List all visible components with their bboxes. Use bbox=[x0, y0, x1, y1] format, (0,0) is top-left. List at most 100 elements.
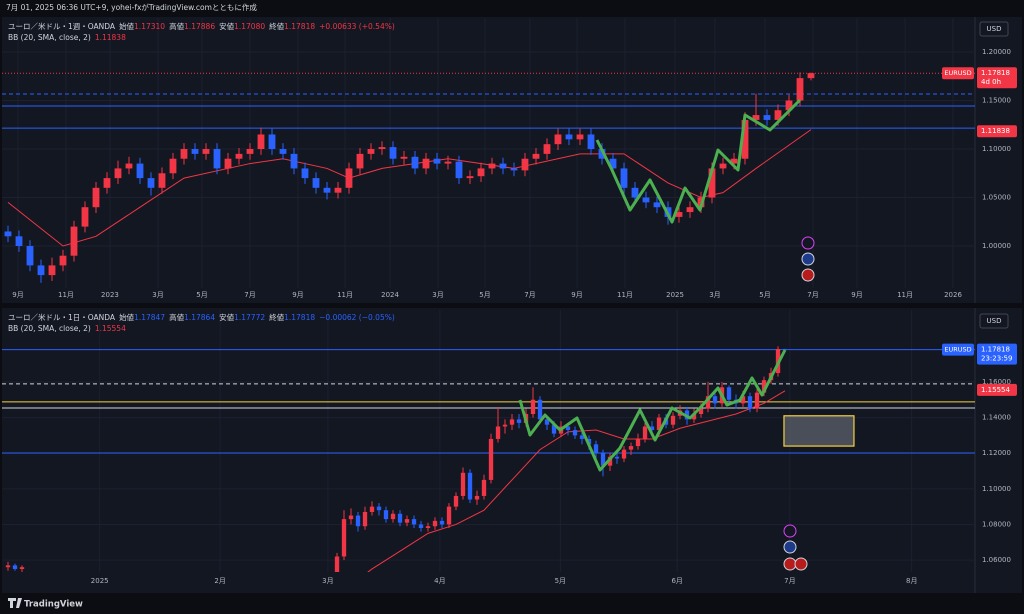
legend-label: 高値 bbox=[169, 21, 184, 31]
candle-body bbox=[467, 472, 473, 500]
candle-body bbox=[554, 134, 562, 145]
candle-body bbox=[656, 417, 662, 431]
candle-body bbox=[453, 495, 459, 507]
legend-label: 始値 bbox=[119, 312, 134, 322]
x-tick-label: 9月 bbox=[292, 291, 303, 299]
candle-body bbox=[642, 197, 650, 203]
candle-body bbox=[279, 149, 287, 154]
indicator: BB (20, SMA, close, 2) bbox=[8, 33, 91, 42]
candle-body bbox=[600, 453, 606, 466]
symbol-tag-label: EURUSD bbox=[944, 346, 971, 354]
candle-body bbox=[502, 424, 508, 427]
legend-value: 1.17864 bbox=[184, 313, 215, 322]
candle-body bbox=[439, 520, 445, 525]
icon bbox=[801, 236, 815, 250]
candle-body bbox=[565, 134, 573, 140]
x-tick-label: 3月 bbox=[709, 291, 720, 299]
countdown: 23:23:59 bbox=[981, 355, 1012, 363]
candle-body bbox=[587, 134, 595, 150]
panel bbox=[2, 17, 1022, 303]
x-tick-label: 6月 bbox=[671, 577, 682, 585]
plot-area bbox=[2, 18, 975, 288]
candle-body bbox=[418, 524, 424, 529]
candle-body bbox=[785, 100, 793, 111]
x-tick-label: 9月 bbox=[851, 291, 862, 299]
candle-body bbox=[796, 78, 804, 101]
bb-tag bbox=[977, 125, 1017, 138]
candle-body bbox=[147, 178, 155, 188]
candle-body bbox=[362, 511, 368, 527]
candle-body bbox=[202, 149, 210, 154]
candle-body bbox=[543, 144, 551, 154]
candle-body bbox=[509, 419, 515, 425]
candle-body bbox=[614, 456, 620, 459]
candle-body bbox=[488, 163, 496, 169]
indicator-value: 1.11838 bbox=[95, 33, 126, 42]
candle-body bbox=[70, 226, 78, 256]
x-tick-label: 5月 bbox=[479, 291, 490, 299]
candle-body bbox=[4, 231, 12, 237]
y-tick-label: 1.20000 bbox=[982, 48, 1011, 56]
candle-body bbox=[158, 173, 166, 188]
candle-body bbox=[389, 147, 397, 159]
candle-body bbox=[807, 73, 815, 79]
candle-body bbox=[369, 506, 375, 512]
candle-body bbox=[740, 396, 746, 404]
candle-body bbox=[383, 510, 389, 520]
price-tag-label: 1.17818 bbox=[981, 69, 1010, 77]
legend-label: 安値 bbox=[219, 21, 234, 31]
candle-body bbox=[12, 565, 18, 569]
y-tick-label: 1.10000 bbox=[982, 145, 1011, 153]
candle-body bbox=[290, 153, 298, 169]
candle-body bbox=[444, 161, 452, 164]
candle-body bbox=[598, 149, 606, 159]
indicator-line: BB (20, SMA, close, 2) 1.11838 bbox=[8, 33, 126, 42]
candle-body bbox=[763, 115, 771, 120]
candle-body bbox=[246, 149, 254, 154]
candle-body bbox=[125, 163, 133, 169]
candle-body bbox=[705, 396, 711, 409]
candle-body bbox=[609, 158, 617, 169]
legend-label: 高値 bbox=[169, 312, 184, 322]
candle-body bbox=[466, 176, 474, 179]
icon bbox=[801, 268, 815, 282]
candle-body bbox=[411, 519, 417, 525]
candle-body bbox=[312, 178, 320, 188]
candle-body bbox=[5, 565, 11, 568]
symbol: ユーロ／米ドル・1週・OANDA bbox=[8, 21, 116, 31]
candle-body bbox=[516, 419, 522, 423]
candle-body bbox=[593, 444, 599, 454]
candle-body bbox=[565, 426, 571, 431]
candle-body bbox=[390, 513, 396, 520]
x-tick-label: 5月 bbox=[196, 291, 207, 299]
panel bbox=[2, 308, 1022, 593]
currency-box bbox=[979, 21, 1009, 37]
candle-body bbox=[334, 556, 340, 572]
candle-body bbox=[628, 446, 634, 450]
indicator-line: BB (20, SMA, close, 2) 1.15554 bbox=[8, 324, 126, 333]
candle-body bbox=[675, 212, 683, 217]
candle-body bbox=[530, 399, 536, 415]
candle-body bbox=[341, 519, 347, 557]
y-tick-label: 1.12000 bbox=[982, 449, 1011, 457]
candle-body bbox=[257, 134, 265, 150]
y-tick-label: 1.10000 bbox=[982, 485, 1011, 493]
candle-body bbox=[474, 495, 480, 500]
symbol-tag bbox=[942, 343, 974, 356]
chart-layer: 1.00000 1.05000 1.10000 1.15000 1.20000 9月 11月… bbox=[2, 18, 1017, 585]
x-tick-label: 5月 bbox=[759, 291, 770, 299]
candle-body bbox=[19, 567, 25, 569]
x-tick-label: 7月 bbox=[244, 291, 255, 299]
candle-body bbox=[355, 515, 361, 527]
candle-body bbox=[747, 396, 753, 409]
candle-body bbox=[686, 207, 694, 213]
price-tag-label: 1.17818 bbox=[981, 346, 1010, 354]
x-tick-label: 2026 bbox=[944, 291, 962, 299]
candle-body bbox=[433, 158, 441, 164]
candle-body bbox=[752, 115, 760, 120]
legend-label: 終値 bbox=[269, 21, 284, 31]
x-tick-label: 2023 bbox=[101, 291, 119, 299]
indicator: BB (20, SMA, close, 2) bbox=[8, 324, 91, 333]
